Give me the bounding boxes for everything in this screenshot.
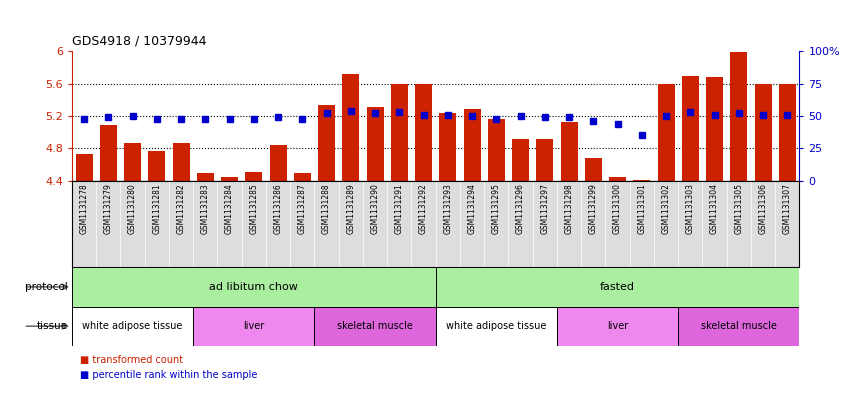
Text: GSM1131303: GSM1131303 <box>686 184 695 234</box>
Bar <box>464 108 481 181</box>
Text: GSM1131289: GSM1131289 <box>346 184 355 234</box>
Bar <box>148 151 165 181</box>
Text: tissue: tissue <box>36 321 68 331</box>
Text: GSM1131306: GSM1131306 <box>759 184 767 234</box>
Bar <box>436 307 557 346</box>
Text: GSM1131290: GSM1131290 <box>371 184 380 234</box>
Text: GSM1131282: GSM1131282 <box>177 184 185 234</box>
Text: GSM1131283: GSM1131283 <box>201 184 210 234</box>
Bar <box>609 177 626 181</box>
Bar <box>75 154 92 181</box>
Text: GSM1131293: GSM1131293 <box>443 184 453 234</box>
Bar <box>366 107 383 181</box>
Bar <box>512 140 529 181</box>
Bar <box>439 113 456 181</box>
Text: GSM1131279: GSM1131279 <box>104 184 113 234</box>
Bar <box>193 307 315 346</box>
Bar <box>391 84 408 181</box>
Bar <box>173 143 190 181</box>
Bar <box>343 74 360 181</box>
Text: GSM1131299: GSM1131299 <box>589 184 598 234</box>
Bar <box>536 139 553 181</box>
Bar <box>634 180 651 181</box>
Bar <box>682 76 699 181</box>
Text: white adipose tissue: white adipose tissue <box>446 321 547 331</box>
Bar <box>561 121 578 181</box>
Text: GSM1131302: GSM1131302 <box>662 184 671 234</box>
Bar <box>415 84 432 181</box>
Text: GSM1131288: GSM1131288 <box>322 184 331 234</box>
Text: GSM1131307: GSM1131307 <box>783 184 792 234</box>
Bar <box>657 84 674 181</box>
Text: GSM1131300: GSM1131300 <box>613 184 622 234</box>
Text: GDS4918 / 10379944: GDS4918 / 10379944 <box>72 34 206 47</box>
Text: GSM1131281: GSM1131281 <box>152 184 162 234</box>
Bar <box>72 307 193 346</box>
Text: GSM1131287: GSM1131287 <box>298 184 307 234</box>
Text: GSM1131296: GSM1131296 <box>516 184 525 234</box>
Bar <box>124 143 141 181</box>
Text: GSM1131301: GSM1131301 <box>637 184 646 234</box>
Text: GSM1131292: GSM1131292 <box>419 184 428 234</box>
Text: GSM1131304: GSM1131304 <box>710 184 719 234</box>
Bar <box>72 267 436 307</box>
Bar <box>318 105 335 181</box>
Bar <box>315 307 436 346</box>
Text: ■ transformed count: ■ transformed count <box>80 354 184 365</box>
Bar <box>100 125 117 181</box>
Text: protocol: protocol <box>25 282 68 292</box>
Text: GSM1131291: GSM1131291 <box>395 184 404 234</box>
Bar <box>730 52 747 181</box>
Bar <box>779 84 796 181</box>
Bar <box>706 77 723 181</box>
Bar <box>197 173 214 181</box>
Bar <box>488 119 505 181</box>
Text: GSM1131297: GSM1131297 <box>541 184 549 234</box>
Text: ad libitum chow: ad libitum chow <box>209 282 299 292</box>
Bar <box>678 307 799 346</box>
Text: GSM1131285: GSM1131285 <box>250 184 258 234</box>
Text: GSM1131280: GSM1131280 <box>128 184 137 234</box>
Text: skeletal muscle: skeletal muscle <box>337 321 413 331</box>
Text: GSM1131294: GSM1131294 <box>468 184 476 234</box>
Text: GSM1131295: GSM1131295 <box>492 184 501 234</box>
Text: GSM1131305: GSM1131305 <box>734 184 744 234</box>
Bar <box>585 158 602 181</box>
Text: white adipose tissue: white adipose tissue <box>82 321 183 331</box>
Bar <box>755 84 772 181</box>
Bar <box>294 173 310 181</box>
Text: liver: liver <box>607 321 629 331</box>
Bar <box>557 307 678 346</box>
Bar <box>245 172 262 181</box>
Text: GSM1131278: GSM1131278 <box>80 184 89 234</box>
Text: GSM1131286: GSM1131286 <box>273 184 283 234</box>
Text: ■ percentile rank within the sample: ■ percentile rank within the sample <box>80 370 258 380</box>
Text: skeletal muscle: skeletal muscle <box>700 321 777 331</box>
Text: liver: liver <box>243 321 265 331</box>
Text: GSM1131284: GSM1131284 <box>225 184 234 234</box>
Text: GSM1131298: GSM1131298 <box>564 184 574 234</box>
Bar <box>270 145 287 181</box>
Text: fasted: fasted <box>600 282 635 292</box>
Bar <box>436 267 799 307</box>
Bar <box>221 177 238 181</box>
